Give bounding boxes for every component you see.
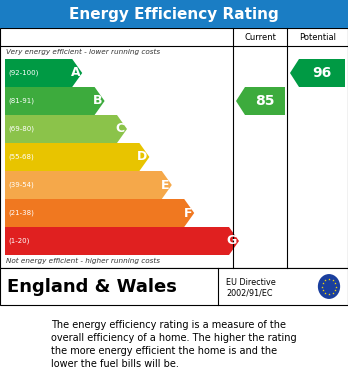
Bar xyxy=(0,268,348,305)
Polygon shape xyxy=(5,171,172,199)
Text: G: G xyxy=(227,235,237,248)
Text: 96: 96 xyxy=(312,66,331,80)
Text: EU Directive: EU Directive xyxy=(226,278,276,287)
Text: Current: Current xyxy=(244,32,276,41)
Text: England & Wales: England & Wales xyxy=(7,278,177,296)
Text: Not energy efficient - higher running costs: Not energy efficient - higher running co… xyxy=(6,258,160,264)
Text: Very energy efficient - lower running costs: Very energy efficient - lower running co… xyxy=(6,49,160,55)
Text: (39-54): (39-54) xyxy=(8,182,34,188)
Text: B: B xyxy=(93,95,103,108)
Text: E: E xyxy=(161,179,170,192)
Text: The energy efficiency rating is a measure of the
overall efficiency of a home. T: The energy efficiency rating is a measur… xyxy=(51,320,297,369)
Bar xyxy=(0,0,348,28)
Text: (21-38): (21-38) xyxy=(8,210,34,216)
Polygon shape xyxy=(5,199,194,227)
Text: Potential: Potential xyxy=(299,32,336,41)
Text: (92-100): (92-100) xyxy=(8,70,38,76)
Polygon shape xyxy=(236,87,285,115)
Text: 85: 85 xyxy=(255,94,274,108)
Text: (69-80): (69-80) xyxy=(8,126,34,132)
Text: Energy Efficiency Rating: Energy Efficiency Rating xyxy=(69,7,279,22)
Text: F: F xyxy=(184,206,192,219)
Circle shape xyxy=(318,275,339,298)
Text: C: C xyxy=(116,122,125,136)
Text: (81-91): (81-91) xyxy=(8,98,34,104)
Text: (55-68): (55-68) xyxy=(8,154,34,160)
Text: 2002/91/EC: 2002/91/EC xyxy=(226,288,272,297)
Text: (1-20): (1-20) xyxy=(8,238,29,244)
Text: D: D xyxy=(137,151,148,163)
Text: A: A xyxy=(71,66,80,79)
Polygon shape xyxy=(5,115,127,143)
Bar xyxy=(0,28,348,268)
Polygon shape xyxy=(5,227,239,255)
Polygon shape xyxy=(5,87,105,115)
Polygon shape xyxy=(5,59,82,87)
Polygon shape xyxy=(290,59,345,87)
Polygon shape xyxy=(5,143,149,171)
